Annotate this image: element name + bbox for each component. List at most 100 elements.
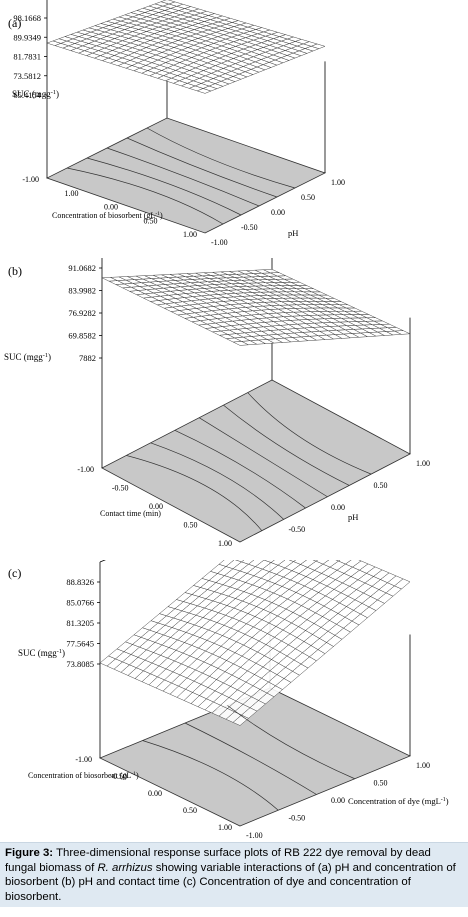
floor-contour-line bbox=[223, 404, 350, 486]
panel-label: (c) bbox=[8, 566, 22, 580]
x-tick-label: 1.00 bbox=[331, 178, 345, 187]
z-tick-label: 73.8085 bbox=[66, 659, 94, 669]
z-tick-label: 89.9349 bbox=[13, 32, 41, 42]
surface-mesh bbox=[101, 269, 411, 346]
z-tick-label: 77.5645 bbox=[66, 639, 94, 649]
y-tick-label: 1.00 bbox=[218, 539, 232, 548]
caption-species: R. arrhizus bbox=[97, 861, 153, 874]
floor-contour-line bbox=[146, 127, 296, 189]
floor-contour-line bbox=[247, 392, 372, 475]
z-tick-label: 91.0682 bbox=[68, 263, 96, 273]
z-tick-label: 65.4154 bbox=[13, 90, 41, 100]
x-tick-label: 0.50 bbox=[374, 779, 388, 788]
x-tick-label: -0.50 bbox=[289, 814, 306, 823]
surface-plot-b: 91.0682 83.9982 76.9282 69.8582 7882 SUC (mgg… bbox=[4, 258, 430, 548]
y-tick-label: 1.00 bbox=[218, 823, 232, 832]
x-tick-label: -0.50 bbox=[289, 525, 306, 534]
surface-cell bbox=[270, 560, 286, 566]
z-tick-label: 69.8582 bbox=[68, 331, 96, 341]
y-tick-label: 1.00 bbox=[183, 230, 197, 239]
floor-contour-line bbox=[86, 157, 242, 216]
floor-contour-line bbox=[150, 442, 284, 520]
surface-cell bbox=[263, 560, 275, 563]
y-tick-label: -0.50 bbox=[112, 484, 129, 493]
z-tick-label: 88.8326 bbox=[66, 577, 94, 587]
surface-cell bbox=[312, 560, 319, 562]
x-tick-label: -1.00 bbox=[246, 547, 263, 548]
x-tick-label: -1.00 bbox=[211, 238, 228, 247]
surface-cell bbox=[218, 560, 235, 567]
z-axis-label: SUC (mgg-1) bbox=[4, 352, 51, 363]
floor-contour-line bbox=[126, 455, 263, 531]
surface-cell bbox=[315, 560, 330, 565]
x-tick-label: 1.00 bbox=[416, 459, 430, 468]
chart-panel-b: (b) 91.0682 83.9982 76.9282 69.8582 7882 SUC … bbox=[0, 258, 468, 548]
y-axis-label: Concentration of biosorbent (gL-1) bbox=[52, 211, 163, 220]
caption-text-1: Three-dimensional response surface plots… bbox=[5, 847, 431, 874]
x-tick-label: 0.50 bbox=[374, 481, 388, 490]
x-tick-label: 0.50 bbox=[301, 193, 315, 202]
panel-label: (b) bbox=[8, 264, 22, 278]
x-tick-label: 1.00 bbox=[416, 761, 430, 770]
y-axis-label: Concentration of biosorbent (gL-1) bbox=[28, 771, 139, 780]
panel-label: (a) bbox=[8, 16, 22, 30]
surface-cell bbox=[322, 560, 340, 568]
surface-cell bbox=[292, 560, 307, 565]
caption-text-2: showing variable interactions of (a) pH … bbox=[5, 861, 456, 903]
surface-cell bbox=[344, 560, 362, 568]
x-tick-label: 0.00 bbox=[331, 503, 345, 512]
x-tick-label: -0.50 bbox=[241, 223, 258, 232]
y-tick-label: 0.00 bbox=[104, 203, 118, 212]
x-tick-label: 0.00 bbox=[331, 796, 345, 805]
surface-mesh bbox=[99, 560, 411, 726]
z-tick-label: 81.3205 bbox=[66, 618, 94, 628]
y-tick-label: 0.50 bbox=[144, 216, 158, 225]
surface-mesh bbox=[46, 0, 326, 94]
z-tick-label: 81.7831 bbox=[13, 52, 41, 62]
z-axis-label: SUC (mgg-1) bbox=[18, 648, 65, 659]
floor-contour-line bbox=[227, 705, 355, 780]
y-tick-label: 0.50 bbox=[183, 806, 197, 815]
z-tick-label: 98.1668 bbox=[13, 13, 41, 23]
surface-cell bbox=[277, 560, 295, 569]
floor-contour-line bbox=[66, 167, 224, 225]
floor-contour-line bbox=[184, 722, 317, 795]
surface-cell bbox=[247, 560, 265, 567]
surface-cell bbox=[288, 560, 297, 562]
x-axis-label: Concentration of dye (mgL-1) bbox=[348, 796, 449, 806]
floor-contour-line bbox=[142, 740, 279, 811]
x-tick-label: -1.00 bbox=[246, 831, 263, 840]
floor-contour-line bbox=[198, 417, 328, 498]
z-tick-label: 73.5812 bbox=[13, 71, 41, 81]
z-tick-label: 76.9282 bbox=[68, 308, 96, 318]
y-tick-label: 0.50 bbox=[184, 521, 198, 530]
y-tick-label: 0.00 bbox=[149, 502, 163, 511]
floor-contour-line bbox=[126, 137, 278, 198]
floor-contour-line bbox=[174, 429, 306, 509]
floor-contour-line bbox=[106, 147, 260, 207]
x-axis-label: pH bbox=[348, 512, 358, 522]
y-tick-label: -1.00 bbox=[75, 755, 92, 764]
x-tick-label: 0.00 bbox=[271, 208, 285, 217]
surface-cell bbox=[225, 560, 243, 569]
surface-cell bbox=[335, 560, 341, 562]
surface-cell bbox=[240, 560, 255, 565]
surface-cell bbox=[337, 560, 352, 565]
surface-cell bbox=[160, 0, 176, 5]
y-tick-label: -0.50 bbox=[110, 772, 127, 781]
chart-panel-c: (c) 88.8326 85.0766 81.3205 77.5645 73.8085 S… bbox=[0, 560, 468, 842]
chart-panel-a: (a) 98.1668 89.9349 81.7831 73.5812 65.4154 S… bbox=[0, 0, 468, 250]
z-tick-label: 85.0766 bbox=[66, 598, 94, 608]
y-tick-label: 1.00 bbox=[65, 189, 79, 198]
x-axis-label: pH bbox=[288, 228, 298, 238]
z-tick-label: 83.9982 bbox=[68, 286, 96, 296]
figure-label: Figure 3: bbox=[5, 847, 54, 859]
y-tick-label: -1.00 bbox=[22, 175, 39, 184]
figure-caption: Figure 3: Three-dimensional response sur… bbox=[0, 842, 468, 907]
y-axis-label: Contact time (min) bbox=[100, 509, 161, 518]
surface-cell bbox=[235, 560, 245, 563]
z-axis-label: SUC (mgg-1) bbox=[12, 89, 59, 100]
z-tick-label: 7882 bbox=[79, 353, 96, 363]
